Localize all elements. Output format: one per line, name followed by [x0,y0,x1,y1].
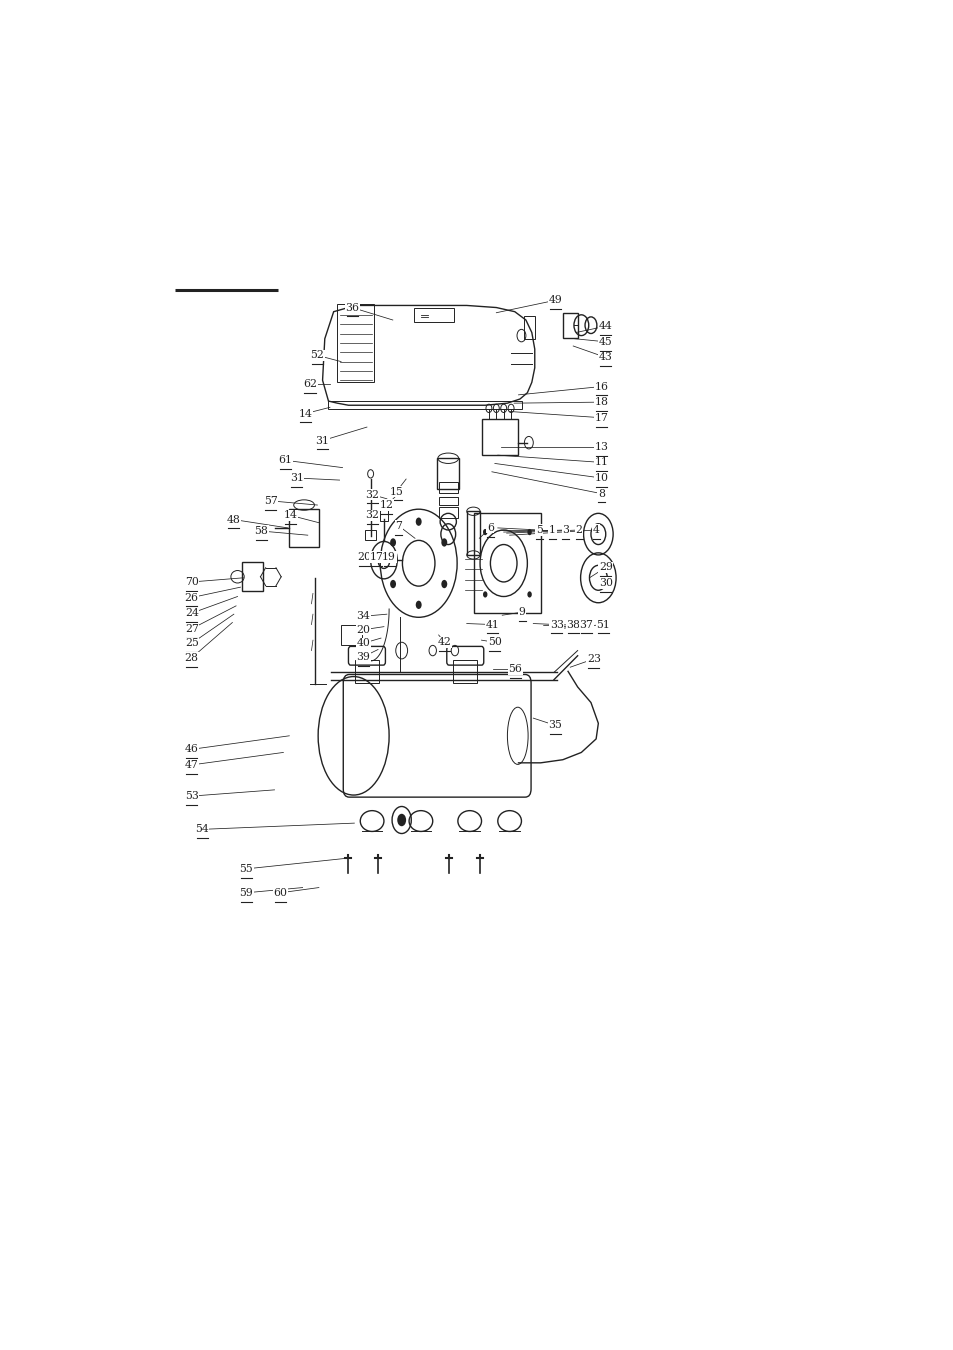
Text: 56: 56 [508,664,522,674]
Circle shape [396,814,406,826]
Text: 24: 24 [185,608,198,618]
Text: 27: 27 [185,624,198,633]
Circle shape [482,591,487,598]
Text: 60: 60 [274,888,287,898]
Text: 26: 26 [185,593,198,602]
Text: 17: 17 [594,413,608,423]
Text: 14: 14 [298,409,313,418]
Circle shape [527,591,531,598]
Text: 50: 50 [487,637,501,647]
Text: 13: 13 [594,441,608,452]
Text: 31: 31 [315,436,329,446]
Bar [337,304,374,382]
Circle shape [527,529,531,535]
Text: 58: 58 [254,526,268,536]
Circle shape [441,539,447,547]
Text: 29: 29 [598,563,612,572]
Text: 10: 10 [594,472,608,483]
Bar [436,458,459,490]
Bar [242,562,262,591]
Text: 16: 16 [594,382,608,391]
Text: 19: 19 [382,552,395,562]
Bar [379,510,388,521]
Text: 61: 61 [278,455,293,466]
Text: 17: 17 [369,552,383,562]
Text: 36: 36 [345,302,358,313]
Bar [365,531,375,540]
Circle shape [390,539,395,547]
Text: 8: 8 [598,489,604,498]
Text: 4: 4 [592,525,598,535]
Bar [438,497,457,505]
Text: 7: 7 [395,521,402,531]
Text: 49: 49 [548,296,561,305]
Text: 32: 32 [365,490,378,500]
Text: 45: 45 [598,338,612,347]
Bar [562,313,577,338]
Text: 55: 55 [239,864,253,873]
Text: 41: 41 [485,620,499,629]
Bar [438,482,457,493]
Text: 59: 59 [239,888,253,898]
Text: 20: 20 [355,625,370,634]
Text: 39: 39 [355,652,370,662]
Bar [341,625,361,645]
Text: 70: 70 [185,576,198,587]
Bar [355,660,378,683]
Text: 47: 47 [185,760,198,770]
Text: 32: 32 [365,510,378,521]
Text: 53: 53 [185,791,198,801]
Text: 25: 25 [185,639,198,648]
Text: 38: 38 [566,620,579,629]
Text: 54: 54 [195,825,209,834]
Text: 15: 15 [389,486,403,497]
Text: 62: 62 [303,379,316,389]
Text: 43: 43 [598,352,612,362]
Bar [474,513,540,613]
Text: 30: 30 [598,578,612,589]
Text: 14: 14 [284,510,297,521]
Text: 51: 51 [596,620,610,629]
Text: 3: 3 [561,525,569,535]
Bar [466,512,479,555]
Text: 2: 2 [575,525,582,535]
Text: 44: 44 [598,321,612,331]
Text: 9: 9 [518,608,525,617]
Bar [413,308,454,323]
Text: 46: 46 [185,744,198,755]
Text: 37: 37 [579,620,593,629]
Bar [328,401,521,409]
Circle shape [416,517,421,526]
Text: 57: 57 [264,495,277,506]
Text: 23: 23 [586,653,600,664]
Bar [438,508,457,517]
Text: 1: 1 [548,525,556,535]
Text: 12: 12 [379,500,394,510]
Circle shape [482,529,487,535]
Text: 42: 42 [437,637,451,647]
Text: 34: 34 [355,612,370,621]
Text: 52: 52 [310,351,324,360]
Text: 18: 18 [594,397,608,408]
Text: 20: 20 [357,552,372,562]
Bar [453,660,476,683]
Circle shape [416,601,421,609]
Bar [524,316,535,339]
Text: 28: 28 [185,653,198,663]
Text: 33: 33 [549,620,563,629]
Circle shape [390,580,395,589]
Text: 11: 11 [594,458,608,467]
Bar [481,418,518,455]
Text: 5: 5 [536,525,542,535]
Text: 40: 40 [355,639,370,648]
Text: 48: 48 [227,514,240,525]
Text: 31: 31 [290,472,303,483]
Text: 35: 35 [548,721,562,730]
Bar [289,509,318,547]
Text: 6: 6 [486,522,494,533]
Circle shape [441,580,447,589]
